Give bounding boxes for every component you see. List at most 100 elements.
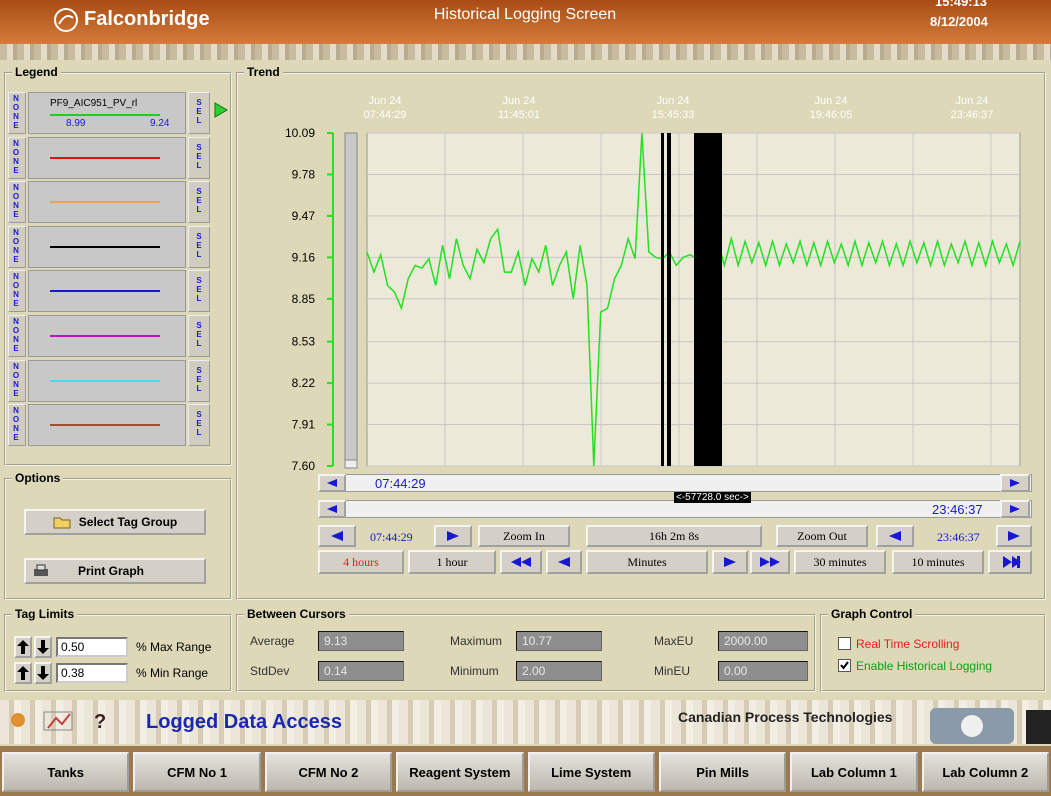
zoom-out-button[interactable]: Zoom Out	[776, 525, 868, 547]
sel-button[interactable]	[188, 225, 210, 268]
between-cursors-panel: Between Cursors	[236, 607, 816, 692]
nav-button[interactable]: Pin Mills	[658, 752, 787, 792]
button-label: 10 minutes	[911, 554, 965, 569]
y-tick-label: 9.16	[292, 250, 316, 264]
checkbox[interactable]	[838, 637, 851, 650]
sel-label: SEL	[196, 365, 202, 393]
increase-min[interactable]	[14, 662, 32, 684]
clock-date: 8/12/2004	[930, 14, 988, 29]
legend-line	[50, 245, 160, 248]
none-button[interactable]	[8, 404, 26, 447]
increase-max[interactable]	[14, 636, 32, 658]
print-graph-button[interactable]: Print Graph	[24, 558, 206, 584]
to-end[interactable]	[988, 550, 1032, 574]
cursor-stat-label: StdDev	[250, 664, 290, 678]
panel-title: Between Cursors	[244, 607, 349, 621]
button-label: 30 minutes	[813, 554, 867, 569]
nav-button[interactable]: CFM No 1	[133, 752, 261, 792]
none-button[interactable]	[8, 315, 26, 357]
y-tick-label: 7.60	[292, 459, 316, 473]
decrease-max[interactable]	[34, 636, 52, 658]
brand: Falconbridge	[84, 8, 210, 30]
sel-button[interactable]	[188, 92, 210, 134]
checkbox[interactable]	[838, 659, 851, 672]
scroll-left[interactable]	[318, 474, 346, 492]
start-back[interactable]	[318, 525, 356, 547]
options-panel: Options	[4, 471, 232, 600]
arrow-left	[327, 479, 337, 487]
max-range-input[interactable]: 0.50	[56, 637, 128, 657]
button-label: Minutes	[627, 554, 667, 569]
sel-label: SEL	[196, 321, 202, 348]
nav-button[interactable]: CFM No 2	[264, 752, 393, 792]
cursor-stat-label: Minimum	[450, 664, 499, 678]
sel-button[interactable]	[188, 181, 210, 224]
fast-forward[interactable]	[750, 550, 790, 574]
x-date-label: Jun 24	[814, 95, 847, 107]
screen-title: Historical Logging Screen	[433, 6, 617, 23]
cursor-stat-value: 9.13	[318, 631, 404, 651]
none-button[interactable]	[8, 270, 26, 313]
decrease-min[interactable]	[34, 662, 52, 684]
sel-button[interactable]	[188, 315, 210, 357]
panel-title: Options	[12, 471, 64, 485]
cursor-stat-label: MinEU	[654, 664, 691, 678]
none-button[interactable]	[8, 181, 26, 224]
end-back[interactable]	[876, 525, 914, 547]
none-button[interactable]	[8, 92, 26, 134]
legend-line	[50, 201, 160, 204]
zoom-in-button[interactable]: Zoom In	[478, 525, 570, 547]
min-range-label: % Min Range	[136, 666, 209, 680]
sel-button[interactable]	[188, 136, 210, 179]
none-label: NONE	[12, 227, 20, 264]
cursor-slider[interactable]	[344, 132, 358, 467]
folder-icon	[53, 517, 71, 529]
scroll-right[interactable]	[1000, 500, 1030, 518]
sel-button[interactable]	[188, 359, 210, 402]
footer-bar	[0, 700, 1051, 744]
none-button[interactable]	[8, 136, 26, 179]
x-date-label: Jun 24	[502, 95, 535, 107]
button-label: Zoom Out	[797, 528, 847, 543]
y-tick-label: 8.22	[292, 376, 316, 390]
start-forward[interactable]	[434, 525, 472, 547]
span-label: <-57728.0 sec->	[674, 492, 751, 503]
range-button[interactable]: 30 minutes	[794, 550, 886, 574]
none-button[interactable]	[8, 225, 26, 268]
scroll-right[interactable]	[1000, 474, 1030, 492]
slider-thumb[interactable]	[344, 459, 358, 469]
range-button[interactable]: Minutes	[586, 550, 708, 574]
nav-button[interactable]: Lab Column 2	[921, 752, 1049, 792]
nav-button[interactable]: Lab Column 1	[790, 752, 918, 792]
range-button[interactable]: 4 hours	[318, 550, 404, 574]
fast-back[interactable]	[500, 550, 542, 574]
nav-button[interactable]: Reagent System	[396, 752, 524, 792]
nav-button[interactable]: Tanks	[2, 752, 130, 792]
sel-button[interactable]	[188, 404, 210, 447]
nav-button[interactable]: Lime System	[527, 752, 655, 792]
arrow-left	[889, 531, 901, 541]
vertical-grid	[444, 133, 992, 466]
company-logo	[930, 708, 1051, 744]
step-forward[interactable]	[712, 550, 748, 574]
select-tag-group-button[interactable]: Select Tag Group	[24, 509, 206, 535]
none-label: NONE	[12, 138, 20, 175]
sel-button[interactable]	[188, 270, 210, 313]
x-time-label: 19:46:05	[810, 109, 853, 121]
none-label: NONE	[12, 183, 20, 220]
min-range-input[interactable]: 0.38	[56, 663, 128, 683]
scroll-left[interactable]	[318, 500, 346, 518]
trend-chart: 7.60 7.91 8.22 8.53 8.85 9.16 9.47 9.78 10.09 Jun…	[285, 95, 1021, 473]
sel-label: SEL	[196, 142, 202, 170]
legend-entry[interactable]	[28, 92, 186, 134]
range-button[interactable]: 1 hour	[408, 550, 496, 574]
step-back[interactable]	[546, 550, 582, 574]
none-label: NONE	[12, 272, 20, 309]
selected-arrow	[214, 102, 228, 118]
end-forward[interactable]	[996, 525, 1032, 547]
none-button[interactable]	[8, 359, 26, 402]
scroll-start: 07:44:29	[375, 476, 426, 491]
arrow-up	[17, 640, 29, 654]
range-button[interactable]: 10 minutes	[892, 550, 984, 574]
